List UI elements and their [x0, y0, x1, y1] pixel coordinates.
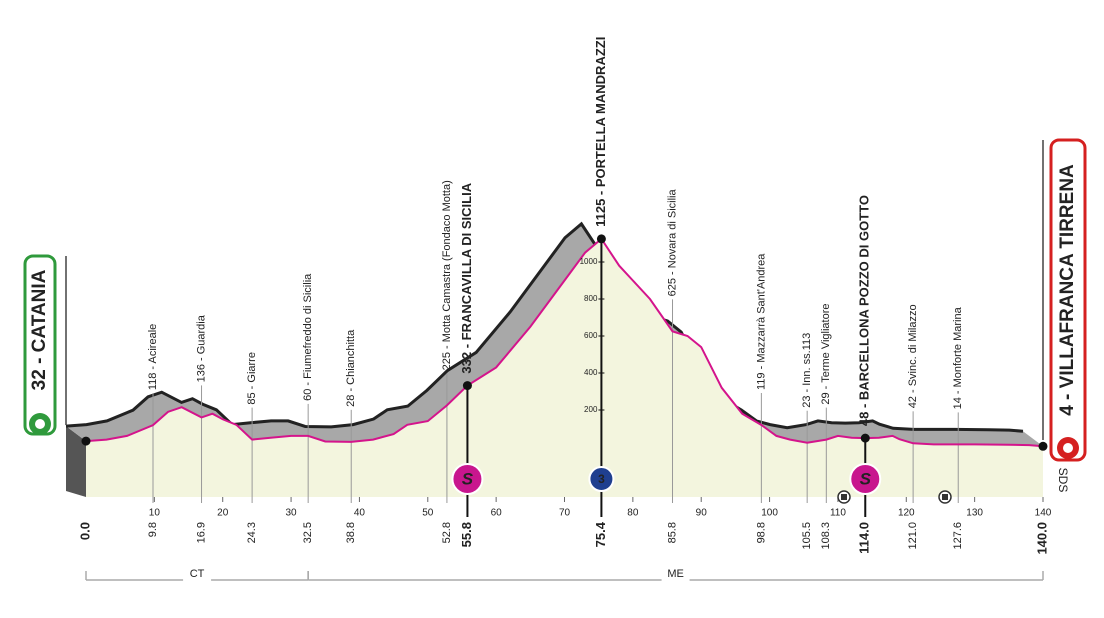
waypoint-name: 48 - BARCELLONA POZZO DI GOTTO [857, 195, 872, 426]
x-tick-label: 120 [898, 508, 915, 519]
profile-ridge [65, 221, 1024, 433]
code-label: SDS [1056, 468, 1070, 493]
x-tick-label: 80 [627, 508, 639, 519]
y-tick-label: 200 [584, 405, 598, 414]
waypoint-km: 55.8 [459, 522, 474, 547]
waypoint-km: 121.0 [907, 522, 919, 550]
waypoint-km: 24.3 [246, 522, 258, 543]
waypoint-km: 108.3 [820, 522, 832, 550]
start-label: 32 - CATANIA [29, 269, 50, 390]
waypoint-km: 38.8 [345, 522, 357, 543]
waypoint-name: 29 - Terme Vigliatore [820, 304, 832, 405]
finish-label: 4 - VILLAFRANCA TIRRENA [1057, 164, 1078, 416]
waypoint-km: 85.8 [666, 522, 678, 543]
badge-label: S [462, 469, 474, 488]
profile-side [66, 426, 86, 497]
waypoint-name: 119 - Mazzarrà Sant'Andrea [755, 253, 767, 390]
x-tick-label: 70 [559, 508, 571, 519]
x-tick-label: 110 [830, 508, 846, 519]
waypoint-name: 625 - Novara di Sicilia [666, 189, 678, 297]
x-tick-label: 50 [422, 508, 434, 519]
waypoint-name: 332 - FRANCAVILLA DI SICILIA [459, 182, 474, 373]
profile-band [66, 223, 1043, 447]
waypoint-km: 98.8 [755, 522, 767, 543]
badge-label: S [860, 469, 872, 488]
waypoint-name: 85 - Giarre [246, 352, 258, 405]
x-tick-label: 100 [761, 508, 778, 519]
zone-label-bg [661, 572, 690, 586]
waypoint-dot [596, 234, 606, 244]
waypoint-dot [860, 433, 870, 443]
x-tick-label: 10 [149, 508, 161, 519]
y-tick-label: 1000 [580, 257, 598, 266]
tunnel-icon [837, 490, 851, 504]
zone-label: ME [667, 568, 684, 580]
waypoint-name: 1125 - PORTELLA MANDRAZZI [593, 37, 608, 227]
x-tick-label: 20 [217, 508, 229, 519]
zone-label-bg [183, 572, 212, 586]
x-tick-label: 90 [696, 508, 708, 519]
waypoint-km: 75.4 [593, 521, 608, 547]
finish-km: 140.0 [1034, 522, 1049, 555]
x-tick-label: 130 [966, 508, 983, 519]
waypoint-name: 136 - Guardia [195, 314, 207, 382]
y-tick-label: 600 [584, 331, 598, 340]
waypoint-km: 114.0 [857, 522, 872, 554]
badge [451, 463, 484, 495]
waypoint-name: 23 - Inn. ss.113 [801, 333, 813, 408]
waypoint-km: 9.8 [147, 522, 159, 537]
badge [849, 463, 882, 495]
badge [588, 466, 615, 492]
start-dot [81, 436, 91, 446]
x-tick-label: 60 [491, 508, 503, 519]
start-km: 0.0 [77, 522, 92, 540]
x-tick-label: 40 [354, 508, 366, 519]
badge-label: 3 [598, 472, 605, 486]
waypoint-name: 42 - Svinc. di Milazzo [907, 304, 919, 408]
waypoint-km: 127.6 [952, 522, 964, 550]
zone-label: CT [190, 568, 205, 580]
profile-line [85, 237, 1044, 448]
waypoint-km: 52.8 [441, 522, 453, 543]
profile-area [86, 238, 1043, 497]
waypoint-km: 105.5 [801, 522, 813, 550]
waypoint-name: 60 - Fiumefreddo di Sicilia [302, 273, 314, 401]
y-tick-label: 400 [584, 368, 598, 377]
waypoint-name: 225 - Motta Camastra (Fondaco Motta) [441, 180, 453, 370]
waypoint-name: 14 - Monforte Marina [952, 306, 964, 409]
tunnel-icon [938, 490, 952, 504]
start-box: 32 - CATANIA [23, 254, 67, 436]
y-tick-label: 800 [584, 294, 598, 303]
finish-dot [1038, 441, 1048, 451]
finish-box: 4 - VILLAFRANCA TIRRENA [1042, 138, 1087, 462]
waypoint-km: 32.5 [302, 522, 314, 543]
waypoint-name: 28 - Chianchitta [345, 329, 357, 407]
waypoint-dot [462, 381, 472, 391]
waypoint-km: 16.9 [195, 522, 207, 543]
x-tick-label: 30 [286, 508, 298, 519]
waypoint-name: 118 - Acireale [147, 324, 159, 390]
x-tick-label: 140 [1035, 508, 1052, 519]
